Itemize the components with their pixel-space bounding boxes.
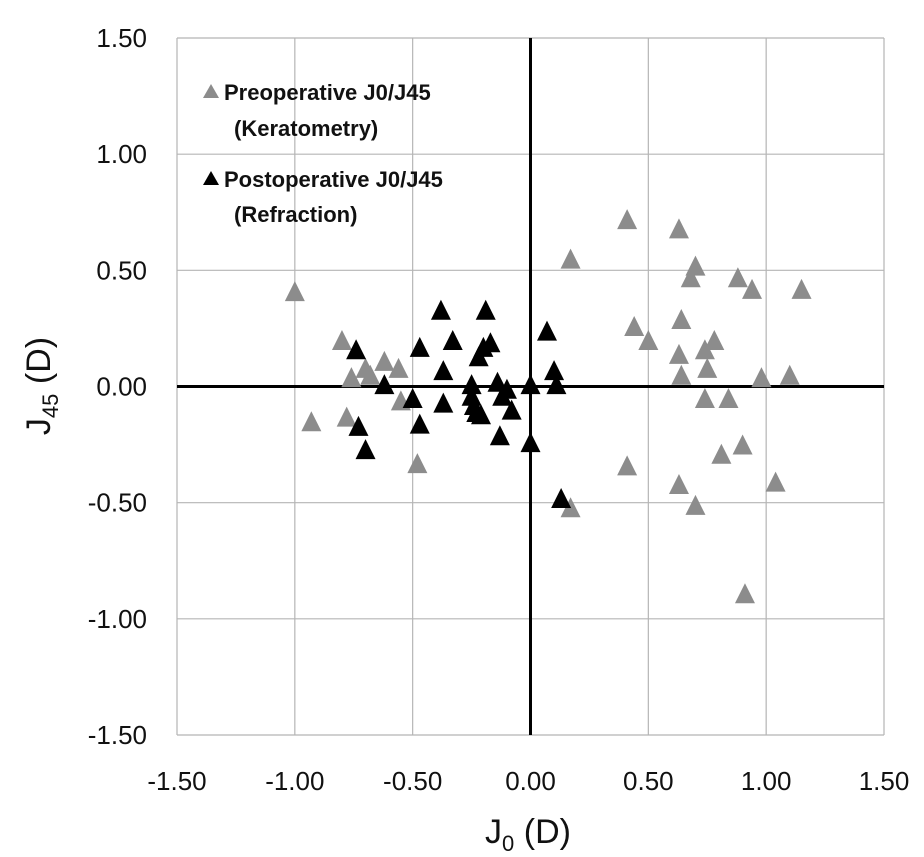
- x-tick-label: 1.00: [741, 766, 792, 796]
- preoperative-point: [704, 329, 725, 350]
- preoperative-point: [685, 255, 706, 276]
- postoperative-point: [430, 299, 451, 320]
- preoperative-point: [668, 218, 689, 239]
- preoperative-point: [638, 329, 659, 350]
- preoperative-point: [742, 278, 763, 299]
- preoperative-point: [680, 267, 701, 288]
- preoperative-point: [407, 453, 428, 474]
- preoperative-point: [341, 367, 362, 388]
- y-tick-label: 0.00: [96, 372, 147, 402]
- postoperative-point: [433, 360, 454, 381]
- data-points: [284, 209, 812, 604]
- postoperative-point: [402, 388, 423, 409]
- x-tick-label: 0.00: [505, 766, 556, 796]
- legend-marker-preoperative: [203, 84, 219, 98]
- legend-label-preoperative-line2: (Keratometry): [234, 116, 378, 141]
- x-tick-label: -1.00: [265, 766, 324, 796]
- preoperative-point: [671, 309, 692, 330]
- tick-labels: -1.50 -1.00 -0.50 0.00 0.50 1.00 1.50 -1.50 -1.0…: [88, 23, 910, 796]
- postoperative-point: [433, 392, 454, 413]
- x-axis-title: J0 (D): [485, 813, 571, 856]
- postoperative-point: [551, 487, 572, 508]
- preoperative-point: [388, 357, 409, 378]
- legend-label-preoperative: Preoperative J0/J45: [224, 80, 431, 105]
- preoperative-point: [727, 267, 748, 288]
- postoperative-point: [409, 336, 430, 357]
- preoperative-point: [718, 388, 739, 409]
- preoperative-point: [301, 411, 322, 432]
- postoperative-point: [442, 329, 463, 350]
- preoperative-point: [791, 278, 812, 299]
- legend-label-postoperative: Postoperative J0/J45: [224, 167, 443, 192]
- postoperative-point: [520, 432, 541, 453]
- preoperative-point: [685, 494, 706, 515]
- x-tick-label: 1.50: [859, 766, 910, 796]
- preoperative-point: [732, 434, 753, 455]
- postoperative-point: [374, 374, 395, 395]
- preoperative-point: [697, 357, 718, 378]
- postoperative-point: [489, 425, 510, 446]
- preoperative-point: [617, 209, 638, 230]
- postoperative-point: [480, 332, 501, 353]
- preoperative-point: [694, 388, 715, 409]
- x-tick-label: 0.50: [623, 766, 674, 796]
- legend-marker-postoperative: [203, 171, 219, 185]
- y-axis-title: J45 (D): [20, 337, 63, 435]
- preoperative-point: [765, 471, 786, 492]
- postoperative-point: [346, 339, 367, 360]
- x-tick-label: -1.50: [147, 766, 206, 796]
- postoperative-point: [536, 320, 557, 341]
- postoperative-point: [471, 404, 492, 425]
- preoperative-point: [336, 406, 357, 427]
- preoperative-point: [668, 343, 689, 364]
- y-tick-label: 1.50: [96, 23, 147, 53]
- preoperative-point: [751, 367, 772, 388]
- y-tick-label: -0.50: [88, 488, 147, 518]
- postoperative-point: [544, 360, 565, 381]
- preoperative-point: [360, 364, 381, 385]
- postoperative-point: [409, 413, 430, 434]
- preoperative-point: [331, 329, 352, 350]
- postoperative-point: [355, 439, 376, 460]
- postoperative-point: [461, 374, 482, 395]
- y-tick-label: -1.50: [88, 720, 147, 750]
- preoperative-point: [671, 364, 692, 385]
- legend: Preoperative J0/J45 (Keratometry) Postop…: [203, 80, 443, 227]
- preoperative-point: [560, 248, 581, 269]
- postoperative-point: [475, 299, 496, 320]
- y-tick-label: 0.50: [96, 255, 147, 285]
- postoperative-point: [348, 415, 369, 436]
- postoperative-point: [496, 378, 517, 399]
- preoperative-point: [284, 281, 305, 302]
- legend-label-postoperative-line2: (Refraction): [234, 202, 357, 227]
- preoperative-point: [617, 455, 638, 476]
- preoperative-point: [711, 443, 732, 464]
- postoperative-point: [520, 374, 541, 395]
- preoperative-point: [668, 474, 689, 495]
- preoperative-point: [734, 583, 755, 604]
- preoperative-point: [779, 364, 800, 385]
- preoperative-point: [374, 350, 395, 371]
- postoperative-point: [501, 399, 522, 420]
- postoperative-point: [546, 374, 567, 395]
- y-tick-label: -1.00: [88, 604, 147, 634]
- y-tick-label: 1.00: [96, 139, 147, 169]
- preoperative-point: [624, 316, 645, 337]
- x-tick-label: -0.50: [383, 766, 442, 796]
